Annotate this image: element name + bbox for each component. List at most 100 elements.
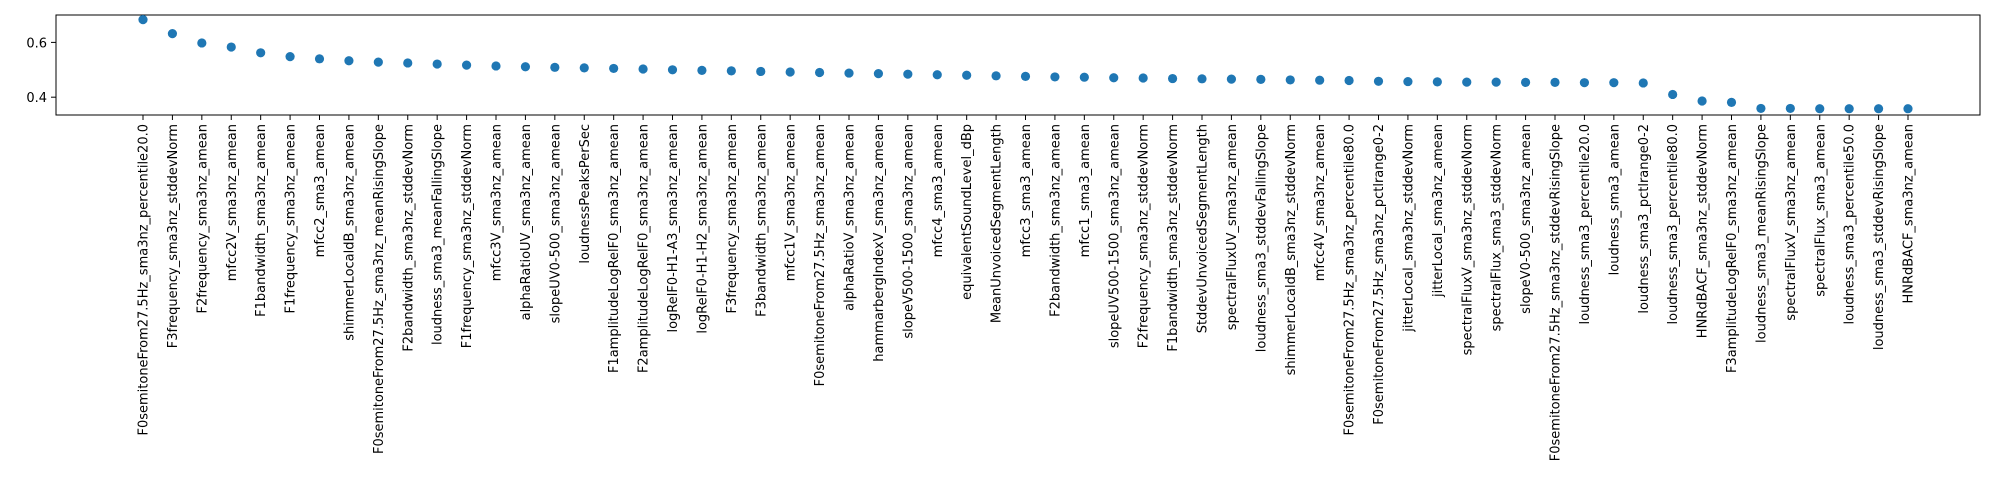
data-point: [344, 56, 354, 66]
data-point: [138, 15, 148, 25]
x-tick-label: F3frequency_sma3nz_amean: [725, 124, 740, 314]
x-tick-label: F0semitoneFrom27.5Hz_sma3nz_stddevRising…: [1549, 124, 1564, 461]
data-point: [609, 63, 619, 74]
x-tick-label: F1frequency_sma3nz_stddevNorm: [460, 124, 475, 348]
x-tick-label: F0semitoneFrom27.5Hz_sma3nz_percentile20…: [137, 124, 152, 436]
x-tick-label: alphaRatioV_sma3nz_amean: [843, 124, 858, 311]
data-point: [1462, 77, 1472, 87]
x-tick-label: hammarbergIndexV_sma3nz_amean: [872, 124, 887, 362]
data-point: [1609, 78, 1619, 88]
data-point: [1226, 74, 1237, 84]
x-tick-label: F2bandwidth_sma3nz_stddevNorm: [401, 124, 416, 352]
x-tick-label: F2frequency_sma3nz_amean: [195, 124, 210, 314]
data-point: [1020, 71, 1031, 81]
data-point: [314, 54, 325, 64]
x-tick-label: slopeV0-500_sma3nz_amean: [1519, 124, 1534, 314]
data-point: [1697, 96, 1707, 106]
data-point: [814, 67, 825, 78]
data-point: [1403, 76, 1413, 87]
x-tick-label: mfcc3V_sma3nz_amean: [490, 124, 505, 281]
x-tick-label: F1amplitudeLogRelF0_sma3nz_amean: [607, 124, 622, 373]
x-tick-label: F1bandwidth_sma3nz_amean: [254, 124, 269, 317]
x-tick-label: loudness_sma3_percentile20.0: [1578, 124, 1593, 324]
x-tick-label: F1frequency_sma3nz_amean: [284, 124, 299, 314]
data-point: [1873, 104, 1884, 114]
x-tick-label: logRelF0-H1-H2_sma3nz_amean: [695, 124, 710, 334]
x-tick-label: slopeUV500-1500_sma3nz_amean: [1107, 124, 1122, 348]
x-tick-label: slopeV500-1500_sma3nz_amean: [901, 124, 916, 339]
data-point: [403, 58, 413, 68]
x-tick-label: loudness_sma3_percentile80.0: [1666, 124, 1681, 324]
x-tick-label: MeanUnvoicedSegmentLength: [990, 124, 1005, 323]
data-point: [1815, 104, 1825, 114]
data-point: [1726, 97, 1737, 107]
data-point: [491, 61, 501, 71]
data-point: [1668, 89, 1678, 100]
data-point: [962, 70, 972, 80]
data-point: [1373, 76, 1384, 86]
data-point: [932, 70, 942, 80]
x-tick-label: mfcc2V_sma3nz_amean: [225, 124, 240, 281]
data-point: [1785, 103, 1795, 114]
x-tick-label: loudness_sma3_pctlrange0-2: [1637, 124, 1652, 314]
plot-frame: [55, 14, 1981, 116]
y-tick-label: 0.4: [26, 91, 47, 106]
x-tick-label: loudness_sma3_stddevRisingSlope: [1872, 124, 1887, 350]
x-tick-label: loudness_sma3_meanFallingSlope: [431, 124, 446, 345]
data-point: [726, 66, 736, 76]
data-point: [1756, 103, 1766, 114]
x-tick-label: F3amplitudeLogRelF0_sma3nz_amean: [1725, 124, 1740, 373]
data-point: [667, 65, 678, 75]
x-tick-label: mfcc1V_sma3nz_amean: [784, 124, 799, 281]
x-tick-label: F2bandwidth_sma3nz_amean: [1048, 124, 1063, 317]
data-point: [373, 57, 383, 67]
data-point: [461, 60, 472, 70]
data-point: [638, 64, 648, 74]
x-tick-label: F0semitoneFrom27.5Hz_sma3nz_amean: [813, 124, 828, 386]
x-tick-label: mfcc4V_sma3nz_amean: [1313, 124, 1328, 281]
x-tick-label: mfcc4_sma3_amean: [931, 124, 946, 257]
data-point: [256, 48, 266, 58]
data-point: [903, 69, 913, 79]
x-tick-label: F0semitoneFrom27.5Hz_sma3nz_percentile80…: [1343, 124, 1358, 436]
data-point: [1579, 78, 1590, 88]
x-tick-label: mfcc1_sma3_amean: [1078, 124, 1093, 257]
data-point: [1197, 74, 1207, 84]
x-tick-label: loudness_sma3_amean: [1607, 124, 1622, 275]
data-point: [1138, 73, 1148, 83]
x-tick-label: F3bandwidth_sma3nz_amean: [754, 124, 769, 317]
data-point: [550, 62, 560, 72]
data-point: [1903, 104, 1913, 114]
data-point: [756, 66, 766, 77]
data-point: [432, 59, 442, 69]
y-tick-label: 0.6: [26, 36, 47, 51]
data-point: [1344, 75, 1354, 86]
x-tick-label: spectralFlux_sma3_amean: [1813, 124, 1828, 297]
x-tick-label: spectralFlux_sma3_stddevNorm: [1490, 124, 1505, 331]
x-tick-label: loudness_sma3_meanRisingSlope: [1754, 124, 1769, 343]
data-point: [873, 69, 884, 79]
x-tick-label: HNRdBACF_sma3nz_stddevNorm: [1696, 124, 1711, 338]
data-point: [1638, 78, 1648, 88]
x-tick-label: slopeUV0-500_sma3nz_amean: [548, 124, 563, 323]
x-tick-label: mfcc2_sma3_amean: [313, 124, 328, 257]
x-tick-label: F2frequency_sma3nz_stddevNorm: [1137, 124, 1152, 348]
x-tick-label: F1bandwidth_sma3nz_stddevNorm: [1166, 124, 1181, 352]
x-tick-label: mfcc3_sma3_amean: [1019, 124, 1034, 257]
data-point: [697, 65, 707, 75]
x-tick-label: shimmerLocaldB_sma3nz_stddevNorm: [1284, 124, 1299, 375]
x-tick-label: StddevUnvoicedSegmentLength: [1196, 124, 1211, 333]
data-point: [1167, 73, 1178, 84]
data-point: [197, 38, 207, 48]
x-tick-label: jitterLocal_sma3nz_amean: [1431, 124, 1446, 298]
x-tick-label: loudnessPeaksPerSec: [578, 124, 593, 264]
data-point: [167, 29, 178, 39]
data-point: [844, 68, 854, 78]
x-tick-label: equivalentSoundLevel_dBp: [960, 124, 975, 300]
data-point: [226, 42, 236, 52]
x-tick-label: spectralFluxUV_sma3nz_amean: [1225, 124, 1240, 330]
x-tick-label: F2amplitudeLogRelF0_sma3nz_amean: [637, 124, 652, 373]
x-tick-label: loudness_sma3_percentile50.0: [1843, 124, 1858, 324]
x-tick-label: F0semitoneFrom27.5Hz_sma3nz_meanRisingSl…: [372, 124, 387, 454]
